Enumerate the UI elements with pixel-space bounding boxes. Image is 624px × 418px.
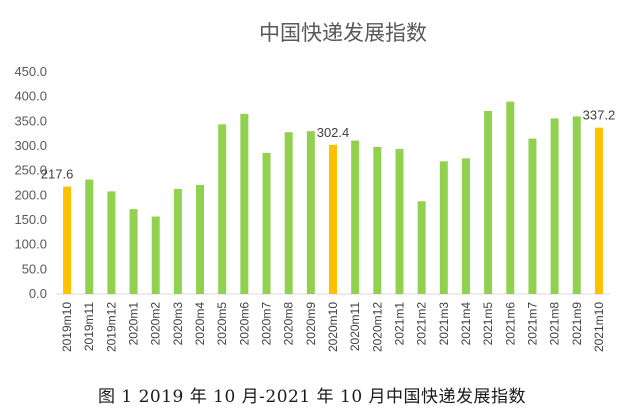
x-axis-ticks: 2019m10 2019m11 2019m12 2020m1 2020m2 2020m3 2… [60,302,606,352]
bar-2019m11 [85,179,94,294]
bar-2020m8 [284,132,293,294]
x-tick-label: 2020m12 [370,302,384,352]
x-tick-label: 2021m5 [481,302,495,346]
bar-2021m6 [506,101,515,294]
bar-2020m11 [351,140,360,294]
bar-2020m3 [173,188,182,294]
data-label-2021m10: 337.2 [583,108,616,123]
figure-caption: 图 1 2019 年 10 月-2021 年 10 月中国快递发展指数 [97,387,527,407]
bars [63,101,603,295]
x-tick-label: 2020m9 [304,302,318,346]
chart: 中国快递发展指数 0.0 50.0 100.0 150.0 200.0 250.0 300.… [14,21,615,352]
bar-2020m5 [218,124,227,294]
data-label-2019m10: 217.6 [41,167,74,182]
x-tick-label: 2021m1 [392,302,406,346]
y-tick-label: 450.0 [14,64,47,79]
y-tick-label: 250.0 [14,163,47,178]
x-tick-label: 2020m10 [326,302,340,352]
y-tick-label: 300.0 [14,138,47,153]
bar-2021m3 [439,161,448,294]
chart-title: 中国快递发展指数 [259,21,427,45]
x-tick-label: 2020m11 [348,302,362,351]
bar-2021m4 [461,158,470,294]
x-tick-label: 2019m12 [104,302,118,352]
bar-2021m9 [572,116,581,295]
x-tick-label: 2020m8 [282,302,296,346]
bar-2021m2 [417,201,426,294]
x-tick-label: 2020m5 [215,302,229,346]
y-tick-label: 400.0 [14,89,47,104]
y-tick-label: 0.0 [29,286,47,301]
x-tick-label: 2020m4 [193,302,207,346]
bar-2020m1 [129,209,138,294]
x-tick-label: 2021m6 [503,302,517,346]
bar-2021m7 [528,138,537,294]
bar-2021m1 [395,148,404,294]
y-tick-label: 100.0 [14,237,47,252]
bar-2019m10 [63,186,72,294]
x-tick-label: 2019m10 [60,302,74,352]
y-tick-label: 200.0 [14,187,47,202]
x-tick-label: 2021m7 [525,302,539,346]
bar-2021m5 [484,110,493,295]
bar-2020m10 [329,144,337,294]
bar-2020m2 [151,216,160,294]
x-tick-label: 2021m9 [570,302,584,346]
bar-2019m12 [107,191,116,294]
data-label-2020m10: 302.4 [317,125,350,140]
bar-2020m9 [306,131,315,294]
y-tick-label: 350.0 [14,113,47,128]
x-tick-label: 2020m3 [171,302,185,346]
x-tick-label: 2021m3 [437,302,451,346]
bar-2020m12 [373,146,382,294]
bar-2021m8 [550,118,559,294]
x-tick-label: 2021m2 [415,302,429,346]
bar-2021m10 [594,127,603,294]
x-tick-label: 2021m10 [592,302,606,352]
x-tick-label: 2021m8 [548,302,562,346]
bar-2020m6 [240,113,249,294]
x-tick-label: 2020m2 [149,302,163,346]
x-tick-label: 2020m6 [237,302,251,346]
bar-2020m7 [262,152,271,294]
y-tick-label: 150.0 [14,212,47,227]
y-axis-ticks: 0.0 50.0 100.0 150.0 200.0 250.0 300.0 350.0 400… [14,64,47,301]
data-labels: 217.6 302.4 337.2 [41,108,615,182]
x-tick-label: 2020m1 [127,302,141,346]
x-tick-label: 2019m11 [82,302,96,351]
bar-2020m4 [196,184,205,294]
x-tick-label: 2021m4 [459,302,473,346]
x-tick-label: 2020m7 [260,302,274,346]
y-tick-label: 50.0 [22,261,47,276]
